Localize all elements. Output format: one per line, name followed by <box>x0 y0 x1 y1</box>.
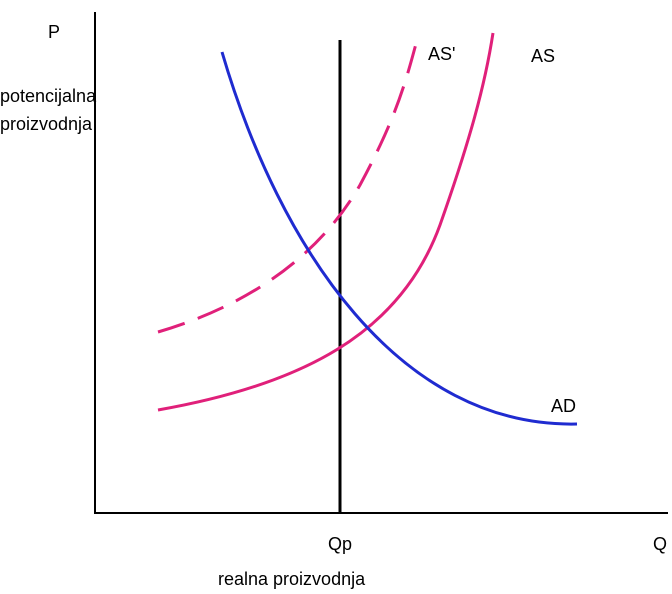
qp-label: Qp <box>328 534 352 554</box>
as-shifted-curve <box>157 39 419 334</box>
x-axis-label: Q <box>653 534 667 554</box>
potential-label: potencijalna <box>0 86 97 106</box>
curve-label: AS <box>531 46 555 66</box>
x-caption: realna proizvodnja <box>218 569 366 589</box>
curve-label: AD <box>551 396 576 416</box>
ad-curve <box>220 51 578 426</box>
potential-label: proizvodnja <box>0 114 93 134</box>
curve-label: AS' <box>428 44 455 64</box>
as-curve <box>157 32 495 412</box>
y-axis-label: P <box>48 22 60 42</box>
